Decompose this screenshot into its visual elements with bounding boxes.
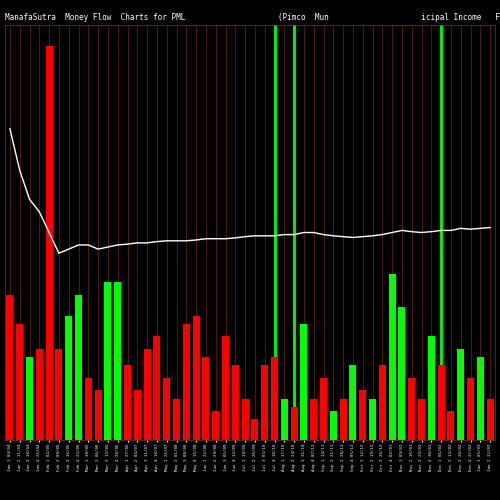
Bar	[6, 294, 14, 440]
Bar	[232, 366, 238, 440]
Bar	[330, 411, 336, 440]
Bar	[183, 324, 190, 440]
Bar	[66, 316, 72, 440]
Bar	[477, 357, 484, 440]
Bar	[428, 336, 434, 440]
Bar	[16, 324, 23, 440]
Bar	[379, 366, 386, 440]
Bar	[104, 282, 112, 440]
Bar	[467, 378, 474, 440]
Bar	[85, 378, 91, 440]
Bar	[458, 348, 464, 440]
Bar	[300, 324, 308, 440]
Bar	[212, 411, 219, 440]
Bar	[75, 294, 82, 440]
Bar	[202, 357, 209, 440]
Bar	[408, 378, 415, 440]
Bar	[173, 398, 180, 440]
Bar	[94, 390, 102, 440]
Bar	[310, 398, 317, 440]
Bar	[26, 357, 33, 440]
Bar	[486, 398, 494, 440]
Bar	[320, 378, 327, 440]
Bar	[242, 398, 248, 440]
Bar	[252, 419, 258, 440]
Bar	[388, 274, 396, 440]
Bar	[144, 348, 150, 440]
Bar	[398, 307, 406, 440]
Bar	[222, 336, 229, 440]
Bar	[134, 390, 140, 440]
Bar	[46, 46, 52, 440]
Bar	[281, 398, 287, 440]
Bar	[448, 411, 454, 440]
Bar	[350, 366, 356, 440]
Bar	[360, 390, 366, 440]
Bar	[114, 282, 121, 440]
Bar	[124, 366, 131, 440]
Bar	[418, 398, 425, 440]
Bar	[56, 348, 62, 440]
Bar	[36, 348, 43, 440]
Bar	[271, 357, 278, 440]
Bar	[164, 378, 170, 440]
Text: ManafaSutra  Money Flow  Charts for PML                    (Pimco  Mun          : ManafaSutra Money Flow Charts for PML (P…	[5, 12, 500, 22]
Bar	[192, 316, 200, 440]
Bar	[290, 407, 298, 440]
Bar	[369, 398, 376, 440]
Bar	[340, 398, 346, 440]
Bar	[262, 366, 268, 440]
Bar	[438, 366, 444, 440]
Bar	[154, 336, 160, 440]
